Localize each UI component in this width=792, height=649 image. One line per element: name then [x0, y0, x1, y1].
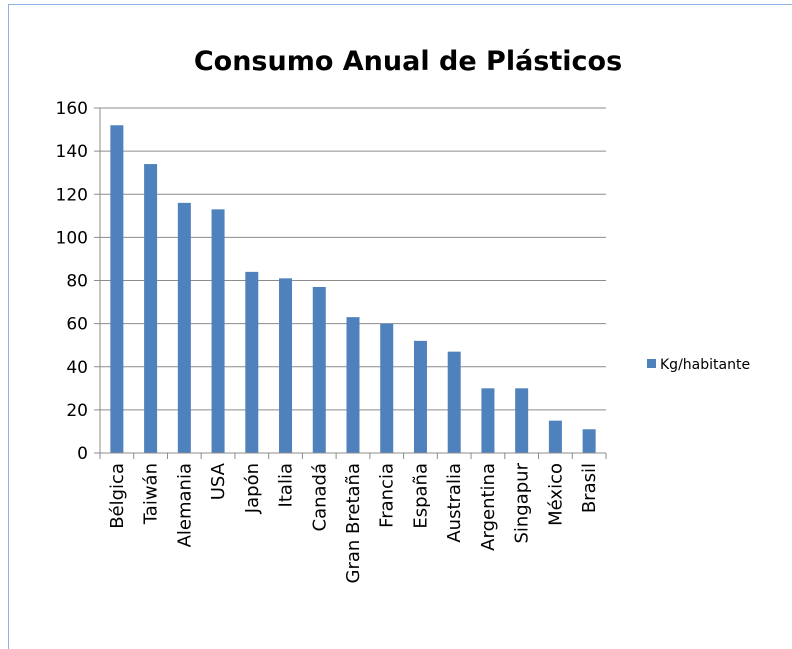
x-tick-label: Taiwán	[141, 463, 162, 525]
bar-Brasil	[582, 429, 596, 453]
y-tick-label: 60	[66, 315, 88, 335]
legend: Kg/habitante	[647, 357, 750, 373]
bar-USA	[211, 209, 225, 453]
bar-Japón	[245, 271, 259, 453]
bar-Canadá	[312, 286, 326, 453]
x-tick-label: Singapur	[512, 462, 533, 543]
y-axis: 0 20 40 60 80 100 120 140 160	[56, 99, 101, 464]
bar-Gran Bretaña	[346, 317, 360, 453]
x-tick-label: USA	[208, 462, 229, 500]
y-tick-label: 0	[77, 444, 88, 464]
legend-label: Kg/habitante	[660, 357, 750, 373]
bar-Bélgica	[110, 125, 124, 453]
bar-Italia	[279, 278, 293, 453]
bar-México	[548, 420, 562, 453]
y-tick-label: 140	[56, 142, 88, 162]
bar-Francia	[380, 323, 394, 453]
chart-area	[8, 4, 792, 649]
x-tick-label: Argentina	[478, 463, 499, 551]
bar-Australia	[447, 351, 461, 453]
bar-España	[413, 340, 427, 453]
legend-swatch	[647, 359, 656, 368]
x-tick-label: Japón	[242, 463, 263, 514]
bar-Singapur	[515, 388, 529, 453]
y-tick-label: 160	[56, 99, 88, 119]
y-tick-label: 40	[66, 358, 88, 378]
x-tick-label: Canadá	[309, 463, 330, 532]
bar-Alemania	[177, 202, 191, 453]
bar-Taiwán	[144, 164, 158, 453]
y-tick-label: 80	[66, 272, 88, 292]
bars	[110, 125, 596, 453]
y-tick-label: 20	[66, 401, 88, 421]
x-tick-label: México	[545, 463, 566, 526]
x-axis: Bélgica Taiwán Alemania USA Japón Italia Canad…	[99, 452, 607, 583]
x-tick-label: Francia	[377, 463, 398, 528]
y-tick-label: 100	[56, 228, 88, 248]
x-tick-label: Bélgica	[107, 463, 128, 529]
y-tick-label: 120	[56, 185, 88, 205]
bar-Argentina	[481, 388, 495, 453]
x-tick-label: Italia	[276, 463, 297, 507]
x-tick-label: España	[410, 463, 431, 529]
x-tick-label: Gran Bretaña	[343, 463, 364, 583]
x-tick-label: Australia	[444, 463, 465, 543]
chart-title: Consumo Anual de Plásticos	[194, 46, 622, 77]
x-tick-label: Alemania	[174, 463, 195, 547]
x-tick-label: Brasil	[579, 463, 600, 513]
